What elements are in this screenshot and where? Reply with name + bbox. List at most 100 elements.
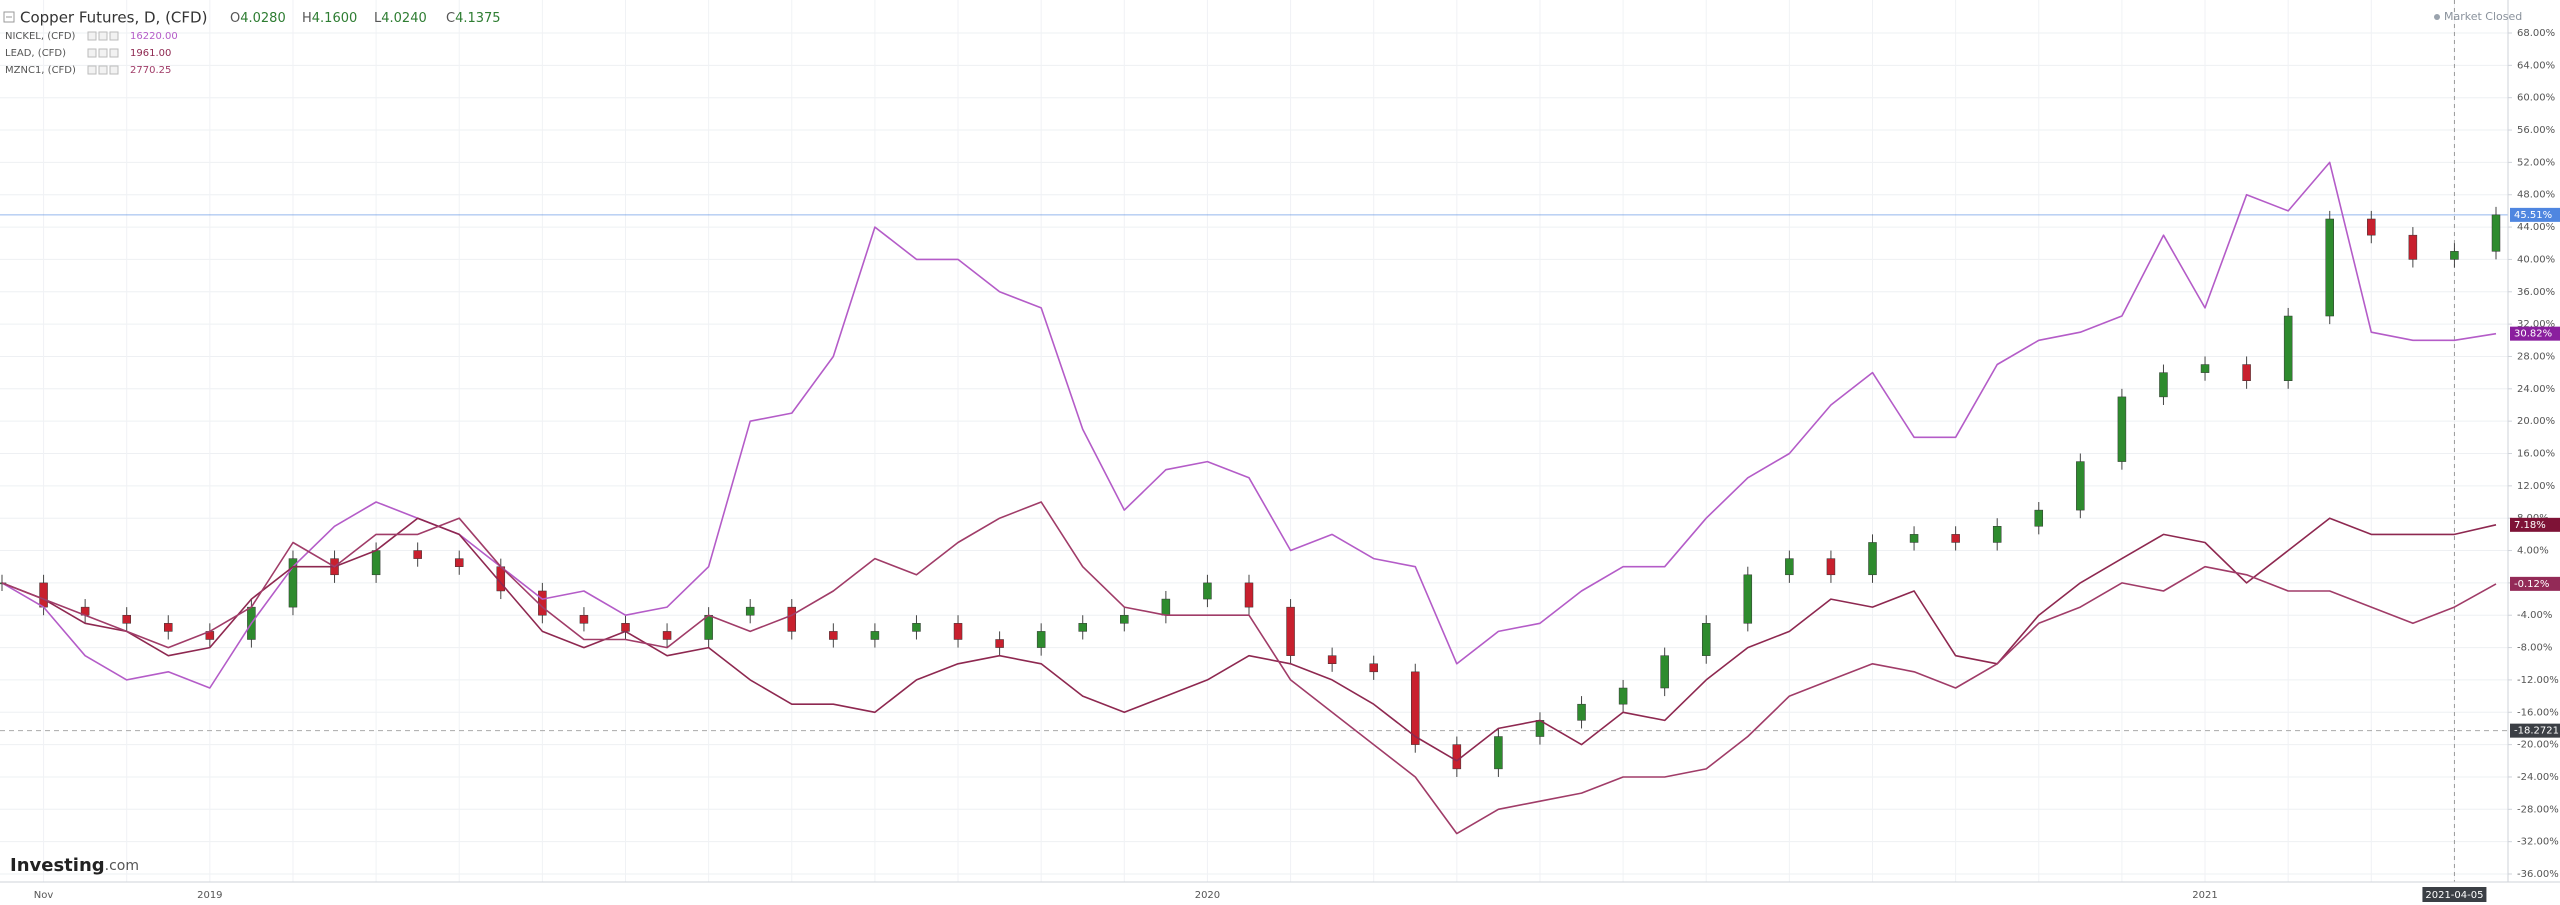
ohlc-label: C — [446, 11, 455, 26]
candle-body — [1369, 663, 1378, 673]
candle-body — [1078, 623, 1087, 632]
candle-body — [1785, 558, 1794, 576]
candle-body — [2283, 315, 2293, 381]
candle-body — [912, 623, 921, 632]
candle-body — [1244, 582, 1254, 608]
legend-name[interactable]: LEAD, (CFD) — [5, 48, 66, 59]
candle-body — [288, 558, 298, 608]
legend-value: 2770.25 — [130, 65, 171, 76]
candle-body — [538, 590, 547, 616]
y-tick-label: 68.00% — [2517, 28, 2555, 39]
ohlc-value: 4.1375 — [455, 11, 501, 26]
x-tick-label: 2021-04-05 — [2425, 890, 2483, 901]
legend-value: 16220.00 — [130, 31, 178, 42]
collapse-icon[interactable] — [3, 11, 15, 23]
candle-body — [413, 550, 422, 559]
last-value-label: 30.82% — [2514, 329, 2552, 340]
candle-body — [39, 582, 48, 608]
last-value-badge — [2510, 576, 2560, 591]
legend-icon[interactable] — [87, 31, 97, 41]
ohlc-label: H — [302, 11, 312, 26]
y-tick-label: 52.00% — [2517, 157, 2555, 168]
y-tick-label: 44.00% — [2517, 222, 2555, 233]
candle-body — [1618, 687, 1628, 705]
candle-body — [454, 558, 464, 567]
candle-body — [953, 623, 963, 640]
chart-title: Copper Futures, D, (CFD) — [20, 9, 207, 27]
legend-icon[interactable] — [87, 48, 97, 58]
candle-body — [787, 606, 797, 632]
candle-body — [2159, 372, 2168, 398]
candle-body — [122, 614, 131, 624]
last-value-badge — [2510, 326, 2560, 341]
legend-value: 1961.00 — [130, 48, 171, 59]
legend-name[interactable]: NICKEL, (CFD) — [5, 31, 76, 42]
crosshair-badge — [2510, 723, 2560, 738]
candle-body — [1494, 736, 1503, 770]
candle-body — [745, 606, 755, 616]
ohlc-item: H4.1600 — [302, 11, 357, 26]
x-label-badge — [2422, 887, 2487, 902]
last-value-label: 7.18% — [2514, 520, 2546, 531]
y-tick-label: -16.00% — [2517, 707, 2559, 718]
logo-suffix: .com — [105, 858, 139, 874]
ohlc-item: L4.0240 — [374, 11, 427, 26]
y-tick-label: 32.00% — [2517, 319, 2555, 330]
legend-icon[interactable] — [109, 31, 119, 41]
y-tick-label: -4.00% — [2517, 610, 2552, 621]
series-line — [1, 501, 2497, 835]
logo: Investing.com — [10, 855, 139, 876]
market-status: Market Closed — [2444, 10, 2522, 23]
candle-body — [371, 550, 381, 576]
candle-body — [2491, 214, 2501, 252]
candle-body — [1909, 534, 1919, 543]
y-tick-label: 48.00% — [2517, 190, 2555, 201]
candle-body — [1660, 655, 1669, 689]
legend-icon[interactable] — [98, 48, 108, 58]
legend-icon[interactable] — [98, 31, 108, 41]
candle-body — [1120, 614, 1129, 624]
y-tick-label: 28.00% — [2517, 351, 2555, 362]
legend-name[interactable]: MZNC1, (CFD) — [5, 65, 76, 76]
y-tick-label: 56.00% — [2517, 125, 2555, 136]
candle-body — [870, 631, 880, 640]
legend-icon[interactable] — [87, 65, 97, 75]
last-value-badge — [2510, 207, 2560, 222]
y-tick-label: -20.00% — [2517, 740, 2559, 751]
candle-body — [2450, 251, 2459, 260]
candle-body — [621, 623, 630, 632]
candle-body — [1452, 744, 1462, 770]
status: Market Closed — [2434, 10, 2522, 23]
y-tick-label: -32.00% — [2517, 837, 2559, 848]
y-tick-label: 24.00% — [2517, 384, 2555, 395]
candle-body — [2200, 364, 2210, 373]
y-tick-label: -8.00% — [2517, 643, 2552, 654]
legend-icon[interactable] — [98, 65, 108, 75]
y-tick-label: 60.00% — [2517, 93, 2555, 104]
ohlc-label: L — [374, 11, 382, 26]
candle-body — [1951, 534, 1960, 543]
y-tick-label: 12.00% — [2517, 481, 2555, 492]
candle-body — [2408, 234, 2418, 260]
candle-body — [1577, 703, 1586, 721]
legend-icon[interactable] — [109, 65, 119, 75]
header: Copper Futures, D, (CFD) O4.0280 H4.1600 L… — [3, 9, 501, 76]
y-tick-label: 40.00% — [2517, 254, 2555, 265]
candle-body — [829, 631, 838, 640]
y-tick-label: 64.00% — [2517, 60, 2555, 71]
candle-body — [662, 631, 672, 640]
candle-body — [1203, 582, 1212, 600]
crosshair-label: -18.2721 — [2514, 726, 2559, 737]
y-tick-label: 16.00% — [2517, 449, 2555, 460]
ohlc-item: O4.0280 — [230, 11, 286, 26]
legend-icon[interactable] — [109, 48, 119, 58]
candle-body — [1411, 671, 1420, 745]
plot-area — [0, 161, 2501, 835]
candle-body — [164, 623, 173, 632]
candle-body — [1161, 598, 1171, 616]
y-tick-label: -28.00% — [2517, 804, 2559, 815]
ohlc-label: O — [230, 11, 240, 26]
